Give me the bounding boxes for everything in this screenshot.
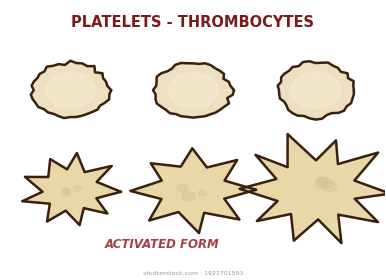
Polygon shape <box>74 186 81 192</box>
Polygon shape <box>46 72 95 108</box>
Polygon shape <box>177 184 188 192</box>
Polygon shape <box>153 63 234 118</box>
Polygon shape <box>22 153 121 225</box>
Polygon shape <box>198 190 206 196</box>
Polygon shape <box>182 192 195 201</box>
Polygon shape <box>31 61 111 118</box>
Polygon shape <box>168 72 218 108</box>
Text: ACTIVATED FORM: ACTIVATED FORM <box>105 238 220 251</box>
Polygon shape <box>130 148 256 233</box>
Text: PLATELETS - THROMBOCYTES: PLATELETS - THROMBOCYTES <box>71 15 315 30</box>
Polygon shape <box>278 61 354 120</box>
Polygon shape <box>240 134 386 243</box>
Polygon shape <box>321 181 337 192</box>
Polygon shape <box>315 177 332 189</box>
Polygon shape <box>291 72 340 108</box>
Polygon shape <box>63 188 70 193</box>
Polygon shape <box>318 178 328 186</box>
Text: shutterstock.com · 1921701593: shutterstock.com · 1921701593 <box>143 271 243 276</box>
Polygon shape <box>61 190 70 196</box>
